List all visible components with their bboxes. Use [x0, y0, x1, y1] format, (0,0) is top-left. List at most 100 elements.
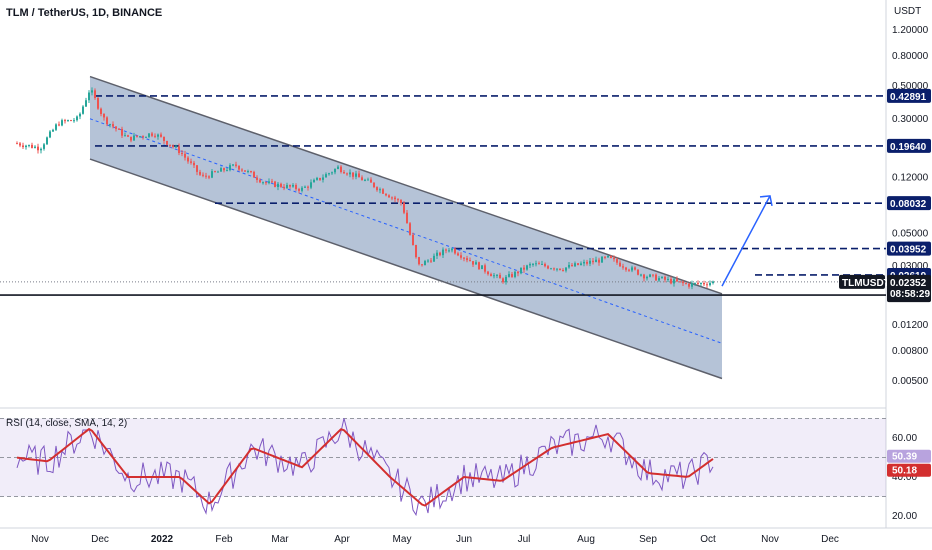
- candle-body: [184, 153, 186, 158]
- chart-title: TLM / TetherUS, 1D, BINANCE: [6, 7, 162, 19]
- candle-body: [652, 274, 654, 276]
- candle-body: [502, 278, 504, 283]
- candle-body: [586, 261, 588, 264]
- projection-arrow-line: [721, 195, 771, 287]
- candle-body: [556, 268, 558, 270]
- candle-body: [613, 257, 615, 260]
- candle-body: [307, 186, 309, 188]
- candle-body: [277, 183, 279, 187]
- candle-body: [448, 250, 450, 252]
- candle-body: [553, 268, 555, 270]
- time-tick-label: Dec: [91, 534, 109, 545]
- rsi-line: [16, 418, 714, 517]
- level-badge-label: 0.08032: [890, 199, 927, 210]
- candle-body: [625, 267, 627, 270]
- candle-body: [94, 90, 96, 99]
- candle-body: [145, 136, 147, 138]
- candle-body: [127, 135, 129, 137]
- price-tick-label: 0.50000: [892, 81, 929, 92]
- rsi-layer: [0, 418, 886, 517]
- candle-body: [583, 261, 585, 264]
- time-tick-label: 2022: [151, 534, 174, 545]
- candle-body: [562, 270, 564, 272]
- candle-body: [439, 252, 441, 256]
- candle-body: [646, 276, 648, 279]
- candle-body: [208, 176, 210, 178]
- candle-body: [676, 279, 678, 282]
- candle-body: [430, 260, 432, 262]
- candle-body: [451, 248, 453, 251]
- candle-body: [49, 131, 51, 138]
- candle-body: [265, 182, 267, 184]
- candle-body: [292, 185, 294, 187]
- candle-body: [352, 172, 354, 177]
- projection-arrow-head: [759, 195, 773, 207]
- badges-layer: 0.428910.196400.080320.039520.026190.019…: [839, 88, 931, 477]
- candle-body: [52, 129, 54, 132]
- candle-body: [616, 259, 618, 263]
- candle-body: [73, 120, 75, 122]
- candle-body: [628, 269, 630, 271]
- candle-body: [691, 283, 693, 287]
- candle-body: [688, 283, 690, 287]
- candle-body: [205, 175, 207, 177]
- candle-body: [133, 135, 135, 141]
- candle-body: [529, 264, 531, 266]
- candle-body: [610, 255, 612, 258]
- candle-body: [520, 267, 522, 274]
- candle-body: [403, 202, 405, 213]
- candle-body: [454, 248, 456, 254]
- candle-body: [373, 182, 375, 188]
- candle-body: [160, 134, 162, 137]
- candle-body: [634, 267, 636, 270]
- rsi-value-label: 50.39: [892, 452, 917, 463]
- price-tick-label: 0.30000: [892, 114, 929, 125]
- candle-body: [418, 257, 420, 265]
- candle-body: [151, 133, 153, 136]
- candle-body: [700, 282, 702, 284]
- candle-body: [211, 171, 213, 178]
- candle-body: [514, 271, 516, 277]
- sma-value-label: 50.18: [892, 466, 917, 477]
- level-badge-label: 0.19640: [890, 142, 927, 153]
- candle-body: [313, 179, 315, 183]
- candle-body: [394, 197, 396, 200]
- candle-body: [604, 256, 606, 258]
- candle-body: [268, 181, 270, 184]
- candle-body: [85, 100, 87, 107]
- rsi-tick-label: 40.00: [892, 472, 917, 483]
- candle-body: [532, 263, 534, 265]
- candle-body: [25, 145, 27, 148]
- candle-body: [580, 263, 582, 265]
- candle-body: [574, 263, 576, 267]
- candle-body: [709, 283, 711, 286]
- candle-body: [382, 189, 384, 194]
- candle-body: [154, 135, 156, 137]
- candle-body: [259, 179, 261, 183]
- channel-mid-line: [89, 118, 723, 344]
- candle-body: [235, 164, 237, 166]
- candle-body: [55, 124, 57, 130]
- candle-body: [478, 262, 480, 270]
- candle-body: [544, 263, 546, 267]
- candle-body: [667, 278, 669, 280]
- last-price-badge: [887, 274, 931, 301]
- candle-body: [523, 267, 525, 270]
- time-tick-label: Feb: [215, 534, 233, 545]
- candle-body: [157, 134, 159, 137]
- candle-body: [91, 90, 93, 93]
- candle-body: [577, 263, 579, 265]
- candle-body: [163, 136, 165, 141]
- time-tick-label: Nov: [761, 534, 779, 545]
- candle-body: [37, 146, 39, 151]
- candle-body: [280, 183, 282, 187]
- candle-body: [115, 126, 117, 129]
- time-axis[interactable]: Nov Dec 2022 Feb Mar Apr May Jun Jul Aug Sep Oct Nov…: [31, 534, 839, 545]
- candle-body: [34, 146, 36, 148]
- price-tick-label: 0.05000: [892, 229, 929, 240]
- candle-body: [22, 145, 24, 148]
- candle-body: [535, 263, 537, 265]
- candle-body: [469, 260, 471, 262]
- candle-body: [409, 223, 411, 235]
